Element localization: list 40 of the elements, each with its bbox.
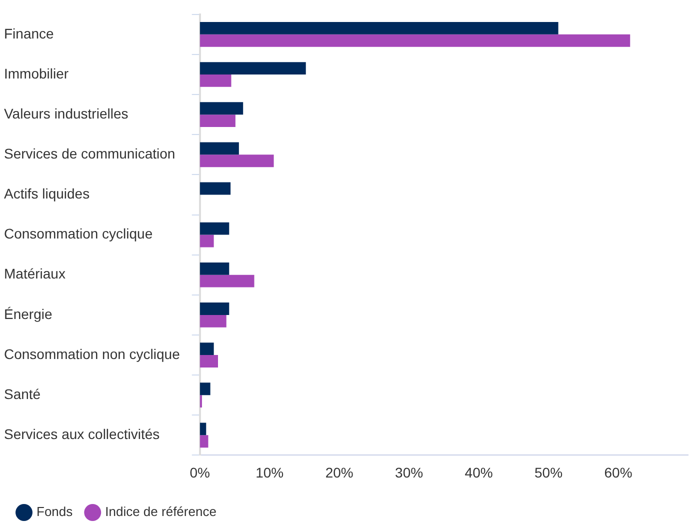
bar xyxy=(200,342,214,356)
bar xyxy=(200,62,306,75)
bar xyxy=(200,22,558,34)
y-tick-label: Services de communication xyxy=(4,146,176,162)
bar xyxy=(200,355,218,368)
y-tick-label: Consommation non cyclique xyxy=(4,346,180,362)
bar xyxy=(200,142,239,155)
bar xyxy=(200,234,214,248)
x-tick-label: 40% xyxy=(464,464,493,480)
bar xyxy=(200,74,232,87)
bar xyxy=(200,114,236,128)
y-tick-label: Immobilier xyxy=(4,65,69,82)
bar xyxy=(200,422,206,436)
bar xyxy=(200,382,210,396)
bar xyxy=(200,302,230,315)
bar xyxy=(200,222,230,235)
bar xyxy=(200,154,274,168)
bar xyxy=(200,435,208,448)
bar xyxy=(200,34,630,47)
y-tick-label: Consommation cyclique xyxy=(4,226,153,242)
y-tick-label: Énergie xyxy=(4,306,52,322)
legend-label: Fonds xyxy=(36,504,74,520)
x-tick-label: 60% xyxy=(604,464,632,480)
y-tick-label: Matériaux xyxy=(4,266,66,282)
bar xyxy=(200,262,230,275)
y-tick-label: Valeurs industrielles xyxy=(4,105,128,122)
y-tick-label: Services aux collectivités xyxy=(4,426,160,442)
x-tick-label: 50% xyxy=(534,464,563,480)
bar xyxy=(200,314,226,328)
y-tick-label: Finance xyxy=(4,25,54,42)
legend-label: Indice de référence xyxy=(105,504,216,520)
bar xyxy=(200,182,231,195)
y-tick-label: Santé xyxy=(4,386,41,402)
y-tick-label: Actifs liquides xyxy=(4,186,90,202)
x-tick-label: 30% xyxy=(395,464,424,480)
x-tick-label: 10% xyxy=(256,464,284,480)
x-tick-label: 0% xyxy=(190,464,210,480)
x-tick-label: 20% xyxy=(325,464,354,480)
bar xyxy=(200,102,244,115)
bar xyxy=(200,274,254,288)
